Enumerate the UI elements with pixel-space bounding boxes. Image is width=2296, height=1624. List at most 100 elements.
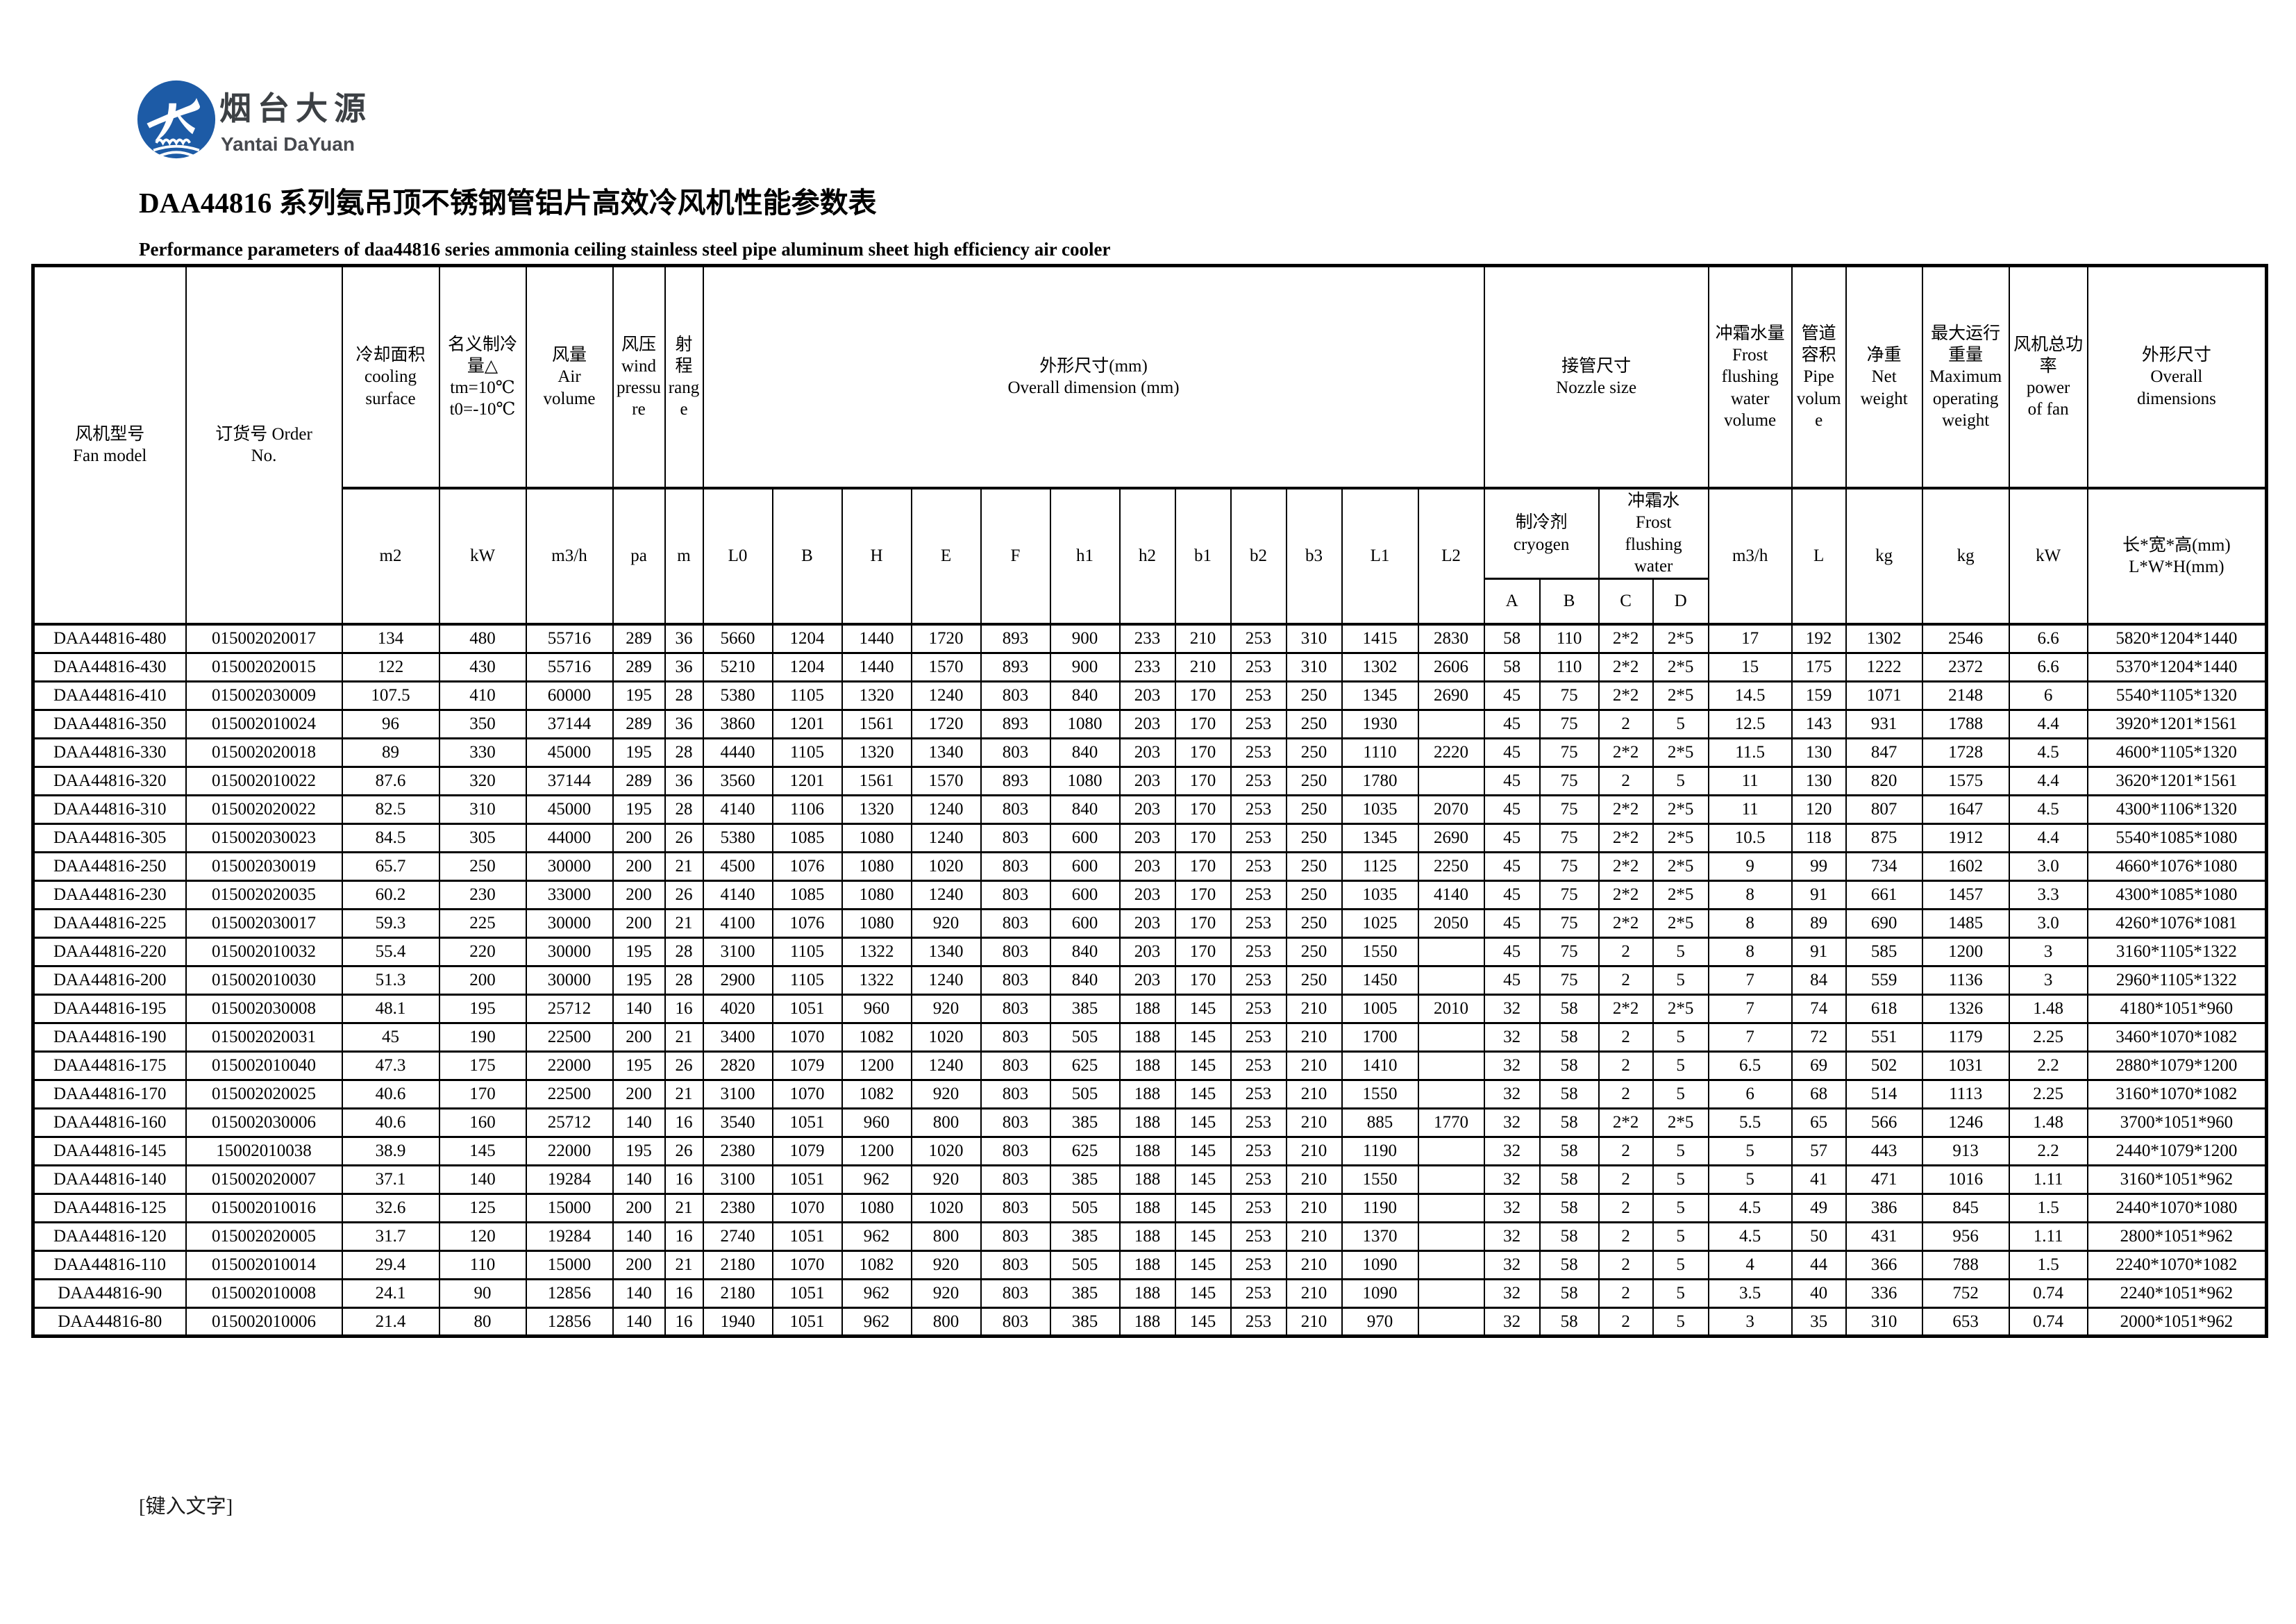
cell-nozzle_B: 75 (1539, 907, 1600, 939)
cell-L1: 1025 (1341, 907, 1419, 939)
table-row: DAA44816-330 015002020018 89 330 45000 195 28 4… (32, 737, 2268, 768)
cell-b3: 210 (1285, 1078, 1343, 1110)
cell-order_no: 015002020005 (185, 1221, 343, 1252)
header-dim-h2: h2 (1118, 487, 1176, 626)
cell-nozzle_A: 32 (1483, 1135, 1541, 1166)
header-dim-f: F (980, 487, 1051, 626)
cell-power_kw: 6.6 (2008, 651, 2088, 683)
cell-nominal_capacity_kw: 330 (438, 737, 527, 768)
cell-E: 1020 (910, 1021, 982, 1053)
cell-B: 1051 (771, 1306, 843, 1337)
cell-nozzle_C: 2 (1598, 1249, 1654, 1280)
cell-h2: 203 (1118, 737, 1176, 768)
company-name-chinese: 烟台大源 (219, 90, 372, 126)
cell-b1: 170 (1174, 879, 1232, 910)
cell-b1: 170 (1174, 708, 1232, 739)
cell-lwh_mm: 2240*1070*1082 (2086, 1249, 2268, 1280)
cell-nominal_capacity_kw: 230 (438, 879, 527, 910)
cell-order_no: 015002030008 (185, 993, 343, 1024)
cell-cooling_surface_m2: 60.2 (341, 879, 440, 910)
cell-h1: 505 (1049, 1192, 1121, 1223)
cell-H: 1080 (841, 822, 912, 853)
cell-wind_pressure_pa: 289 (612, 708, 666, 739)
cell-nozzle_C: 2 (1598, 1221, 1654, 1252)
cell-air_volume_m3h: 15000 (525, 1249, 614, 1280)
cell-fan_model: DAA44816-80 (32, 1306, 187, 1337)
cell-L1: 1780 (1341, 765, 1419, 796)
cell-H: 962 (841, 1164, 912, 1195)
cell-h1: 625 (1049, 1050, 1121, 1081)
cell-power_kw: 1.11 (2008, 1221, 2088, 1252)
cell-lwh_mm: 2880*1079*1200 (2086, 1050, 2268, 1081)
cell-cooling_surface_m2: 65.7 (341, 851, 440, 882)
cell-h2: 188 (1118, 1135, 1176, 1166)
cell-order_no: 015002020007 (185, 1164, 343, 1195)
cell-nozzle_D: 5 (1652, 708, 1709, 739)
cell-nozzle_B: 75 (1539, 680, 1600, 711)
cell-nominal_capacity_kw: 90 (438, 1278, 527, 1309)
cell-net_weight_kg: 820 (1845, 765, 1923, 796)
cell-nozzle_A: 32 (1483, 1107, 1541, 1138)
cell-fan_model: DAA44816-320 (32, 765, 187, 796)
cell-L2: 1770 (1417, 1107, 1485, 1138)
cell-fan_model: DAA44816-200 (32, 964, 187, 996)
cell-net_weight_kg: 1071 (1845, 680, 1923, 711)
cell-cooling_surface_m2: 59.3 (341, 907, 440, 939)
cell-b1: 170 (1174, 737, 1232, 768)
cell-F: 803 (980, 1306, 1051, 1337)
cell-h2: 188 (1118, 1164, 1176, 1195)
cell-nozzle_A: 45 (1483, 737, 1541, 768)
cell-L2: 2606 (1417, 651, 1485, 683)
cell-B: 1204 (771, 651, 843, 683)
cell-power_kw: 1.5 (2008, 1249, 2088, 1280)
cell-range_m: 21 (664, 1078, 704, 1110)
cell-h2: 203 (1118, 879, 1176, 910)
cell-h2: 188 (1118, 1107, 1176, 1138)
header-nozzle-a: A (1483, 578, 1541, 626)
cell-wind_pressure_pa: 289 (612, 765, 666, 796)
cell-L0: 2380 (702, 1192, 773, 1223)
cell-wind_pressure_pa: 200 (612, 1249, 666, 1280)
cell-h1: 505 (1049, 1078, 1121, 1110)
cell-nozzle_B: 58 (1539, 1278, 1600, 1309)
cell-air_volume_m3h: 19284 (525, 1164, 614, 1195)
cell-H: 1200 (841, 1135, 912, 1166)
header-max-operating-weight: 最大运行重量 Maximum operating weight (1921, 265, 2010, 489)
cell-air_volume_m3h: 19284 (525, 1221, 614, 1252)
cell-E: 920 (910, 993, 982, 1024)
cell-range_m: 36 (664, 765, 704, 796)
cell-h2: 203 (1118, 794, 1176, 825)
cell-E: 920 (910, 907, 982, 939)
cell-B: 1204 (771, 623, 843, 654)
unit-wind-pressure: pa (612, 487, 666, 626)
cell-wind_pressure_pa: 195 (612, 964, 666, 996)
header-row-units: m2 kW m3/h pa m L0 B H E F h1 h2 b1 b2 b… (33, 487, 2268, 626)
cell-lwh_mm: 4260*1076*1081 (2086, 907, 2268, 939)
cell-F: 803 (980, 1278, 1051, 1309)
cell-b1: 170 (1174, 907, 1232, 939)
table-row: DAA44816-220 015002010032 55.4 220 30000 195 2… (32, 936, 2268, 967)
cell-power_kw: 3.3 (2008, 879, 2088, 910)
cell-L0: 4140 (702, 794, 773, 825)
cell-max_weight_kg: 1016 (1921, 1164, 2010, 1195)
cell-max_weight_kg: 653 (1921, 1306, 2010, 1337)
cell-pipe_volume_L: 89 (1791, 907, 1847, 939)
cell-wind_pressure_pa: 200 (612, 822, 666, 853)
cell-b2: 253 (1230, 936, 1287, 967)
cell-L2 (1417, 1249, 1485, 1280)
cell-nominal_capacity_kw: 410 (438, 680, 527, 711)
cell-cooling_surface_m2: 134 (341, 623, 440, 654)
cell-net_weight_kg: 551 (1845, 1021, 1923, 1053)
cell-frost_volume_m3h: 7 (1707, 964, 1793, 996)
cell-h2: 203 (1118, 907, 1176, 939)
cell-b1: 145 (1174, 1278, 1232, 1309)
cell-lwh_mm: 3460*1070*1082 (2086, 1021, 2268, 1053)
cell-E: 1240 (910, 964, 982, 996)
cell-L1: 1190 (1341, 1135, 1419, 1166)
cell-wind_pressure_pa: 140 (612, 1278, 666, 1309)
cell-nozzle_D: 5 (1652, 1306, 1709, 1337)
cell-nozzle_C: 2 (1598, 1050, 1654, 1081)
cell-nozzle_A: 32 (1483, 1050, 1541, 1081)
cell-nozzle_C: 2*2 (1598, 794, 1654, 825)
cell-nozzle_C: 2*2 (1598, 851, 1654, 882)
